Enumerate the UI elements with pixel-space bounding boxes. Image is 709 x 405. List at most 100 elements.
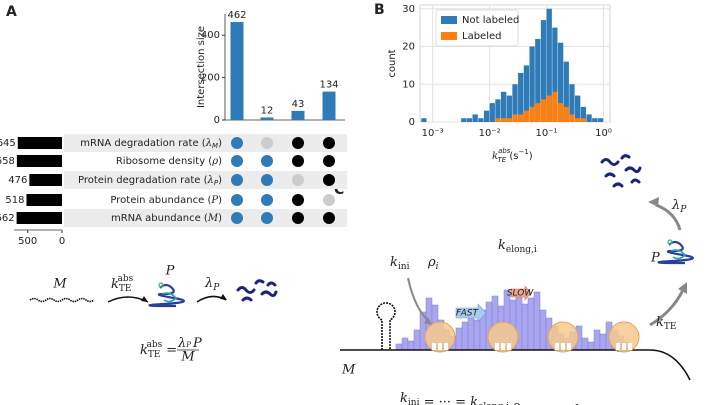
k: k — [656, 315, 664, 330]
eq-part: k — [470, 395, 478, 405]
legend-swatch — [441, 16, 457, 24]
y-axis-label: count — [387, 49, 398, 77]
lambda: λ — [204, 276, 213, 291]
matrix-dot — [261, 194, 273, 206]
eq-part: k — [574, 403, 582, 405]
arrowhead — [220, 294, 227, 300]
value-label: 462 — [227, 10, 246, 21]
x-tick-label: 10⁻³ — [422, 128, 444, 139]
x-axis-label: kabs TE (s−1) — [492, 147, 533, 164]
set-name: Ribosome density ( — [116, 156, 212, 167]
hist-bar — [500, 118, 507, 122]
x-tick-label: 10⁰ — [595, 128, 612, 139]
set-label: Protein abundance (P) — [110, 195, 222, 207]
matrix-dot — [323, 155, 335, 167]
hist-bar — [557, 103, 564, 122]
set-end: ) — [218, 195, 222, 206]
hist-bar — [518, 114, 524, 122]
set-label: Ribosome density (ρ) — [116, 156, 222, 168]
legend-label: Not labeled — [462, 15, 519, 26]
hist-bar — [580, 106, 587, 122]
eq-part: = ··· = — [524, 403, 575, 405]
matrix-dot — [292, 155, 304, 167]
p-symbol: P — [165, 264, 175, 279]
m-symbol: M — [52, 277, 67, 292]
y-tick-label: 10 — [402, 79, 415, 90]
hist-bar — [489, 103, 495, 122]
matrix-dot — [292, 194, 304, 206]
slow-arrow — [510, 285, 532, 301]
k-sub: TE — [664, 322, 677, 332]
k-elong: kelong,i — [498, 238, 537, 255]
hist-bar — [569, 84, 575, 122]
hist-bar — [506, 95, 512, 122]
matrix-dot — [323, 212, 335, 224]
rho: ρi — [427, 255, 439, 272]
hist-bar — [500, 91, 507, 122]
row-band — [64, 134, 347, 152]
y-tick-label: 30 — [402, 4, 415, 15]
fast-arrow — [455, 303, 487, 323]
set-label: mRNA degradation rate (λM) — [80, 138, 222, 151]
eq-num: λ — [177, 336, 186, 351]
eq-part: ρ — [509, 399, 521, 405]
set-symbol-sub: M — [212, 142, 218, 150]
rho-sub: i — [436, 262, 439, 272]
hist-bar — [563, 106, 569, 122]
matrix-dot — [231, 155, 243, 167]
slow-label: SLOW — [507, 289, 535, 299]
set-size-bar — [17, 137, 62, 149]
y-tick-label: 20 — [402, 42, 415, 53]
matrix-dot — [323, 174, 335, 186]
hist-bar — [495, 118, 501, 122]
k-sub: TE — [119, 284, 132, 294]
x-tick-label: 0 — [59, 236, 65, 247]
bar — [230, 22, 244, 120]
xlabel-unit: (s — [506, 151, 518, 162]
eq-k: k — [140, 343, 148, 358]
set-symbol: ρ — [211, 156, 218, 167]
set-end: ) — [218, 156, 222, 167]
arrowhead — [648, 197, 659, 207]
row-band — [64, 209, 347, 227]
hist-bar — [575, 118, 581, 122]
hist-bar — [512, 114, 518, 122]
matrix-dot — [292, 174, 304, 186]
lambda-sub: P — [679, 205, 687, 215]
set-size-label: 662 — [0, 213, 15, 224]
y-tick-label: 0 — [214, 115, 220, 126]
set-name: mRNA degradation rate ( — [80, 138, 206, 149]
degradation-arrow — [655, 203, 682, 231]
hist-bar — [523, 65, 530, 122]
hist-bar — [529, 46, 535, 122]
eq-part: k — [400, 391, 408, 405]
eq-sub: elong,i — [478, 402, 509, 405]
set-label: Protein degradation rate (λP) — [78, 175, 222, 188]
legend-swatch — [441, 32, 457, 40]
set-size-label: 476 — [8, 175, 27, 186]
hist-bar — [569, 114, 575, 122]
set-size-label: 645 — [0, 138, 16, 149]
eq-sub: ini — [408, 398, 420, 405]
hist-bar — [586, 114, 592, 122]
matrix-dot — [231, 194, 243, 206]
arrowhead — [424, 317, 432, 325]
eq-equals: = — [166, 343, 177, 358]
y-axis-label: Intersection size — [196, 26, 207, 108]
k-label: kTEabs — [111, 274, 134, 294]
matrix-dot — [231, 174, 243, 186]
hist-bar — [523, 110, 530, 122]
bar — [291, 110, 305, 120]
set-size-bar — [16, 212, 63, 224]
lambda-label: λP — [671, 198, 687, 215]
panel-label: A — [6, 4, 17, 20]
matrix-dot — [231, 212, 243, 224]
hist-bar — [552, 27, 558, 123]
hist-bar — [478, 118, 484, 122]
set-symbol: λ — [207, 175, 214, 186]
schematic-c: kini ρi kelong,i FAST SLOW kTE P λP M ki… — [340, 154, 694, 405]
k-sub: elong,i — [506, 245, 537, 255]
equation: kini = ··· = kelong,i ρi = ··· = kTE — [400, 391, 595, 405]
bar — [260, 117, 274, 120]
